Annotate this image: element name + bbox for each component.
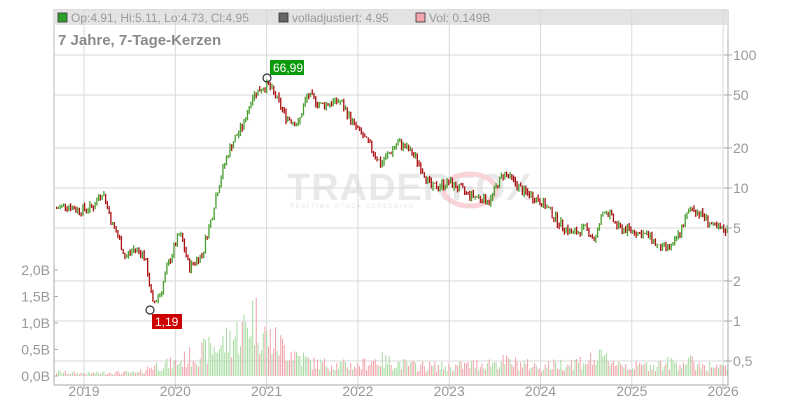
time-tick-label: 2024 (525, 383, 556, 399)
volume-axis: 2,0B 1,5B 1,0B 0,5B 0,0B (21, 262, 58, 384)
volume-tick-label: 2,0B (21, 262, 50, 278)
price-tick-label: 5 (733, 220, 741, 236)
time-tick-label: 2019 (68, 383, 99, 399)
price-tick-label: 50 (733, 87, 749, 103)
low-label: 1,19 (155, 315, 179, 329)
volume-legend: Vol: 0.149B (429, 11, 490, 25)
volume-tick-label: 1,5B (21, 289, 50, 305)
volume-bars (56, 297, 728, 376)
low-marker-icon (145, 305, 155, 315)
candlesticks (55, 79, 728, 304)
watermark-tagline: REALTIME STOCK SCREENING (290, 204, 415, 210)
time-tick-label: 2026 (708, 383, 739, 399)
high-label: 66,99 (273, 61, 303, 75)
low-label-box (152, 314, 182, 329)
grid (54, 10, 728, 385)
adjusted-legend: volladjustiert: 4.95 (292, 11, 389, 25)
price-axis: 100 50 20 10 5 2 1 0,5 (724, 47, 757, 369)
time-tick-label: 2022 (342, 383, 373, 399)
time-tick-label: 2025 (616, 383, 647, 399)
volume-tick-label: 0,0B (21, 368, 50, 384)
price-tick-label: 100 (733, 47, 757, 63)
volume-tick-label: 0,5B (21, 342, 50, 358)
price-tick-label: 10 (733, 180, 749, 196)
high-marker-icon (262, 73, 272, 83)
price-tick-label: 2 (733, 273, 741, 289)
adjusted-swatch-icon (278, 12, 289, 23)
ohlc-legend: Op:4.91, Hi:5.11, Lo:4.73, Cl:4.95 (71, 11, 249, 25)
time-tick-label: 2023 (434, 383, 465, 399)
time-tick-label: 2020 (160, 383, 191, 399)
volume-tick-label: 1,0B (21, 315, 50, 331)
high-annotation: 66,99 (262, 60, 304, 83)
price-tick-label: 20 (733, 140, 749, 156)
low-annotation: 1,19 (145, 305, 182, 329)
price-tick-label: 1 (733, 313, 741, 329)
legend-bar (54, 10, 728, 25)
high-label-box (270, 60, 304, 75)
legend: Op:4.91, Hi:5.11, Lo:4.73, Cl:4.95 volla… (57, 11, 490, 25)
ohlc-swatch-icon (57, 12, 68, 23)
time-tick-label: 2021 (251, 383, 282, 399)
chart-subtitle: 7 Jahre, 7-Tage-Kerzen (58, 32, 221, 49)
volume-swatch-icon (415, 12, 426, 23)
price-tick-label: 0,5 (733, 353, 753, 369)
time-axis: 2019 2020 2021 2022 2023 2024 2025 2026 (68, 383, 738, 399)
